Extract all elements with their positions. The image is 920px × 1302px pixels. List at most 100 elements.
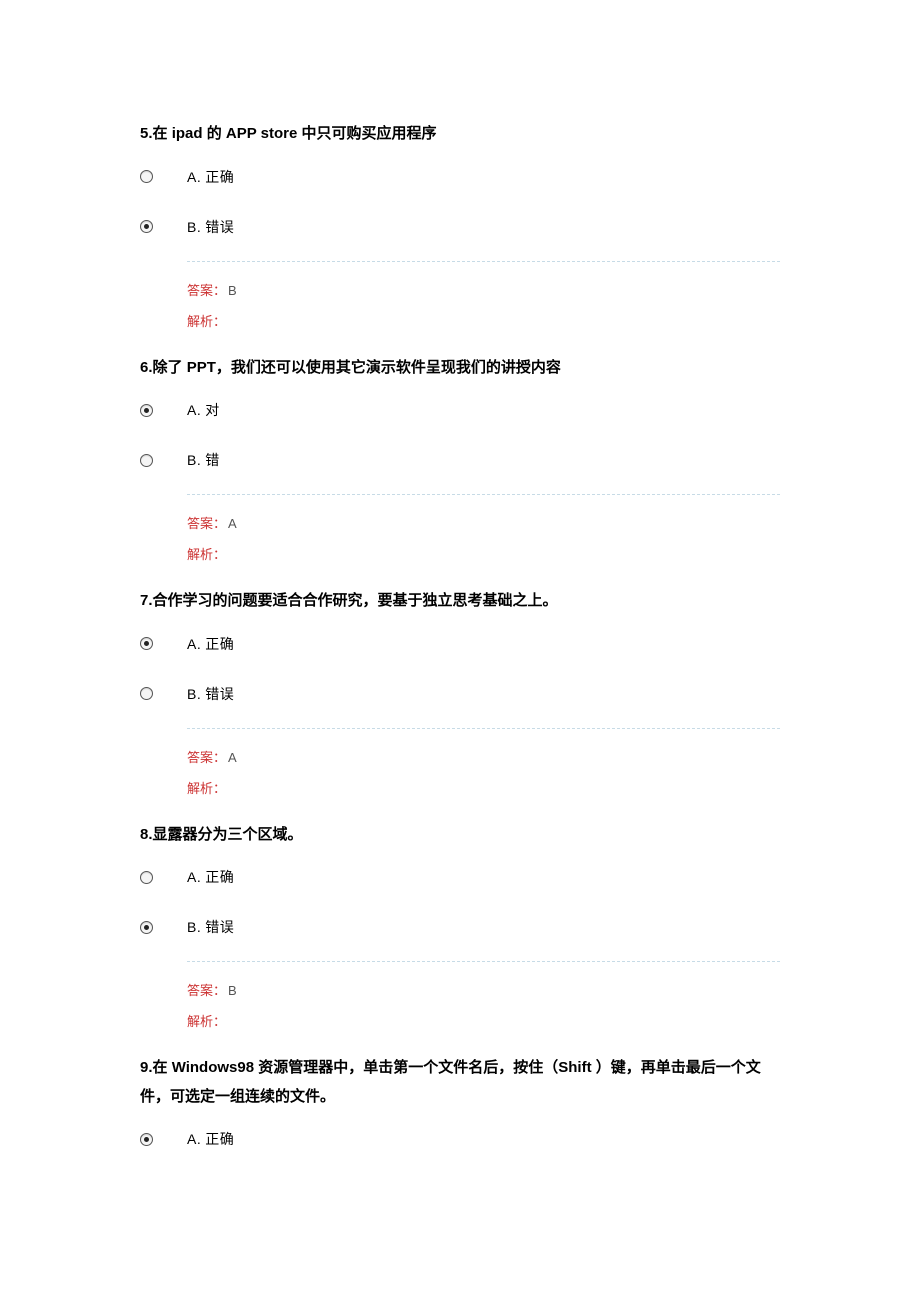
analysis-label: 解析： (187, 1014, 226, 1029)
option-text: 错误 (205, 919, 234, 935)
option-row[interactable]: A.正确 (140, 167, 780, 187)
analysis-label: 解析： (187, 547, 226, 562)
radio-button[interactable] (140, 637, 153, 650)
separator (187, 961, 780, 962)
option-label: A.正确 (187, 867, 234, 887)
answer-block: 答案：B 解析： (187, 961, 780, 1030)
option-letter: A. (187, 636, 201, 652)
separator (187, 494, 780, 495)
radio-button[interactable] (140, 871, 153, 884)
radio-button[interactable] (140, 404, 153, 417)
answer-line: 答案：B (187, 980, 780, 999)
option-label: A.正确 (187, 634, 234, 654)
option-row[interactable]: A.正确 (140, 867, 780, 887)
question-text-part: PPT (187, 359, 216, 376)
answer-block: 答案：A 解析： (187, 494, 780, 563)
analysis-line: 解析： (187, 1011, 780, 1030)
option-letter: B. (187, 219, 201, 235)
option-text: 正确 (205, 636, 234, 652)
question-number: 9. (140, 1059, 153, 1076)
option-label: B.错误 (187, 917, 234, 937)
question-text-part: ，我们还可以使用其它演示软件呈现我们的讲授内容 (216, 359, 561, 376)
separator (187, 261, 780, 262)
option-letter: A. (187, 869, 201, 885)
separator (187, 728, 780, 729)
question-text-part: 资源管理器中，单击第一个文件名后，按住（ (254, 1059, 558, 1076)
option-text: 对 (205, 402, 220, 418)
answer-line: 答案：A (187, 513, 780, 532)
option-label: B.错误 (187, 217, 234, 237)
option-text: 正确 (205, 869, 234, 885)
question-title: 6.除了 PPT，我们还可以使用其它演示软件呈现我们的讲授内容 (140, 354, 780, 383)
option-letter: A. (187, 169, 201, 185)
question: 7.合作学习的问题要适合合作研究，要基于独立思考基础之上。 A.正确 B.错误答案：… (140, 587, 780, 797)
radio-button[interactable] (140, 1133, 153, 1146)
analysis-line: 解析： (187, 778, 780, 797)
option-letter: B. (187, 452, 201, 468)
option-letter: B. (187, 919, 201, 935)
analysis-label: 解析： (187, 314, 226, 329)
option-text: 错误 (205, 686, 234, 702)
answer-value: B (228, 283, 237, 298)
radio-button[interactable] (140, 454, 153, 467)
question-text-part: ipad (172, 125, 203, 142)
answer-value: A (228, 750, 237, 765)
answer-label: 答案： (187, 750, 226, 765)
analysis-line: 解析： (187, 544, 780, 563)
question-text-part: 的 (203, 125, 226, 142)
option-row[interactable]: A.正确 (140, 1129, 780, 1149)
radio-button[interactable] (140, 921, 153, 934)
option-label: A.正确 (187, 1129, 234, 1149)
radio-button[interactable] (140, 687, 153, 700)
option-row[interactable]: B.错 (140, 450, 780, 470)
analysis-label: 解析： (187, 781, 226, 796)
answer-block: 答案：B 解析： (187, 261, 780, 330)
option-row[interactable]: B.错误 (140, 217, 780, 237)
question-text-part: Shift (558, 1059, 596, 1076)
question-text-part: 除了 (153, 359, 187, 376)
option-label: A.正确 (187, 167, 234, 187)
question-text-part: APP store (226, 125, 297, 142)
question: 9.在 Windows98 资源管理器中，单击第一个文件名后，按住（Shift … (140, 1054, 780, 1149)
answer-line: 答案：B (187, 280, 780, 299)
question-number: 7. (140, 592, 153, 609)
question-title: 8.显露器分为三个区域。 (140, 821, 780, 850)
option-label: B.错误 (187, 684, 234, 704)
option-letter: A. (187, 402, 201, 418)
answer-line: 答案：A (187, 747, 780, 766)
option-text: 正确 (205, 1131, 234, 1147)
quiz-container: 5.在 ipad 的 APP store 中只可购买应用程序A.正确B.错误答案… (140, 120, 780, 1149)
question: 6.除了 PPT，我们还可以使用其它演示软件呈现我们的讲授内容 A.对 B.错答案：… (140, 354, 780, 564)
question-text-part: 中只可购买应用程序 (297, 125, 436, 142)
question-title: 7.合作学习的问题要适合合作研究，要基于独立思考基础之上。 (140, 587, 780, 616)
question-text-part: Windows98 (172, 1059, 254, 1076)
option-row[interactable]: A.正确 (140, 634, 780, 654)
answer-value: B (228, 983, 237, 998)
question: 8.显露器分为三个区域。 A.正确 B.错误答案：B 解析： (140, 821, 780, 1031)
question-text-part: 合作学习的问题要适合合作研究，要基于独立思考基础之上。 (153, 592, 558, 609)
answer-value: A (228, 516, 237, 531)
option-text: 错 (205, 452, 220, 468)
option-text: 错误 (205, 219, 234, 235)
option-label: B.错 (187, 450, 220, 470)
answer-label: 答案： (187, 283, 226, 298)
question-number: 6. (140, 359, 153, 376)
option-row[interactable]: A.对 (140, 400, 780, 420)
answer-label: 答案： (187, 983, 226, 998)
question: 5.在 ipad 的 APP store 中只可购买应用程序 A.正确 B.错误答案… (140, 120, 780, 330)
option-label: A.对 (187, 400, 220, 420)
analysis-line: 解析： (187, 311, 780, 330)
option-row[interactable]: B.错误 (140, 917, 780, 937)
question-title: 9.在 Windows98 资源管理器中，单击第一个文件名后，按住（Shift … (140, 1054, 780, 1111)
question-text-part: 显露器分为三个区域。 (153, 826, 303, 843)
question-title: 5.在 ipad 的 APP store 中只可购买应用程序 (140, 120, 780, 149)
answer-label: 答案： (187, 516, 226, 531)
option-row[interactable]: B.错误 (140, 684, 780, 704)
question-text-part: 在 (153, 1059, 172, 1076)
question-text-part: 在 (153, 125, 172, 142)
question-number: 5. (140, 125, 153, 142)
answer-block: 答案：A 解析： (187, 728, 780, 797)
option-text: 正确 (205, 169, 234, 185)
radio-button[interactable] (140, 220, 153, 233)
radio-button[interactable] (140, 170, 153, 183)
